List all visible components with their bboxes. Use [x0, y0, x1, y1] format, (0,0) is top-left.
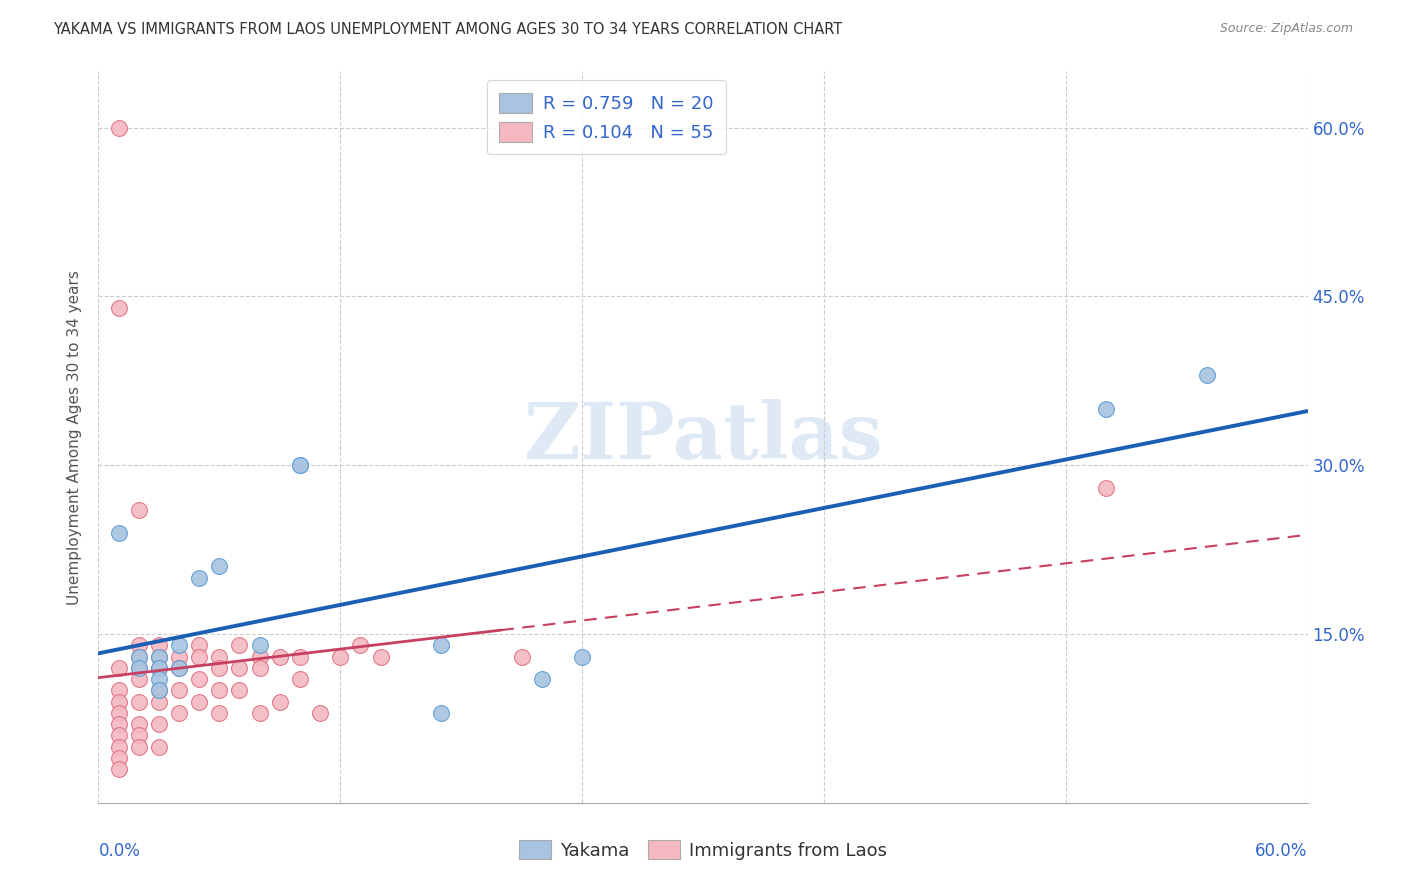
Point	[349, 638, 371, 652]
Point	[249, 661, 271, 675]
Point	[228, 638, 250, 652]
Point	[249, 638, 271, 652]
Point	[107, 120, 129, 135]
Text: 60.0%: 60.0%	[1256, 842, 1308, 860]
Point	[188, 571, 211, 585]
Text: Source: ZipAtlas.com: Source: ZipAtlas.com	[1219, 22, 1353, 36]
Point	[288, 649, 311, 664]
Point	[107, 683, 129, 698]
Point	[128, 661, 150, 675]
Point	[128, 638, 150, 652]
Point	[208, 706, 231, 720]
Point	[148, 649, 170, 664]
Point	[510, 649, 533, 664]
Point	[128, 739, 150, 754]
Point	[107, 751, 129, 765]
Point	[329, 649, 352, 664]
Text: ZIPatlas: ZIPatlas	[523, 399, 883, 475]
Point	[208, 661, 231, 675]
Point	[128, 649, 150, 664]
Point	[107, 739, 129, 754]
Point	[128, 649, 150, 664]
Point	[128, 694, 150, 708]
Y-axis label: Unemployment Among Ages 30 to 34 years: Unemployment Among Ages 30 to 34 years	[66, 269, 82, 605]
Point	[430, 706, 453, 720]
Text: 0.0%: 0.0%	[98, 842, 141, 860]
Point	[107, 706, 129, 720]
Point	[530, 672, 553, 686]
Point	[188, 649, 211, 664]
Point	[167, 649, 190, 664]
Point	[128, 503, 150, 517]
Point	[228, 683, 250, 698]
Point	[208, 559, 231, 574]
Point	[228, 661, 250, 675]
Point	[1195, 368, 1218, 383]
Point	[128, 672, 150, 686]
Point	[128, 717, 150, 731]
Point	[269, 649, 291, 664]
Point	[208, 683, 231, 698]
Point	[167, 638, 190, 652]
Point	[148, 672, 170, 686]
Point	[249, 649, 271, 664]
Point	[430, 638, 453, 652]
Point	[148, 694, 170, 708]
Point	[288, 672, 311, 686]
Point	[309, 706, 332, 720]
Text: YAKAMA VS IMMIGRANTS FROM LAOS UNEMPLOYMENT AMONG AGES 30 TO 34 YEARS CORRELATIO: YAKAMA VS IMMIGRANTS FROM LAOS UNEMPLOYM…	[53, 22, 842, 37]
Point	[167, 683, 190, 698]
Point	[288, 458, 311, 473]
Point	[148, 683, 170, 698]
Point	[148, 717, 170, 731]
Point	[208, 649, 231, 664]
Point	[288, 458, 311, 473]
Point	[107, 525, 129, 540]
Point	[167, 706, 190, 720]
Point	[269, 694, 291, 708]
Point	[148, 661, 170, 675]
Point	[128, 728, 150, 742]
Point	[107, 301, 129, 315]
Point	[148, 638, 170, 652]
Point	[188, 638, 211, 652]
Point	[167, 661, 190, 675]
Point	[107, 717, 129, 731]
Point	[148, 739, 170, 754]
Point	[1095, 481, 1118, 495]
Point	[188, 672, 211, 686]
Point	[370, 649, 392, 664]
Point	[249, 706, 271, 720]
Point	[148, 683, 170, 698]
Point	[107, 694, 129, 708]
Legend: Yakama, Immigrants from Laos: Yakama, Immigrants from Laos	[512, 832, 894, 867]
Point	[571, 649, 593, 664]
Point	[107, 661, 129, 675]
Point	[148, 649, 170, 664]
Point	[128, 661, 150, 675]
Point	[107, 762, 129, 776]
Point	[148, 661, 170, 675]
Point	[1095, 401, 1118, 416]
Point	[107, 728, 129, 742]
Point	[167, 661, 190, 675]
Point	[188, 694, 211, 708]
